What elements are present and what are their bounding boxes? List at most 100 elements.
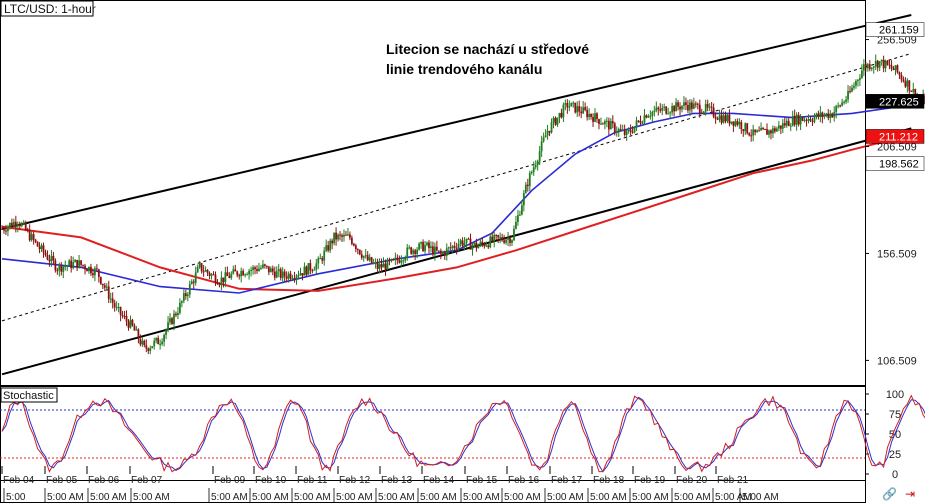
candle-body <box>750 135 753 137</box>
candle-body <box>309 263 312 271</box>
candle-body <box>372 263 375 265</box>
candle-body <box>772 128 774 134</box>
candle-body <box>876 60 879 68</box>
candle-body <box>92 273 94 276</box>
candle-body <box>24 222 27 231</box>
candle-body <box>121 315 124 317</box>
moving-average-slow <box>1 133 912 292</box>
candle-body <box>485 245 488 247</box>
candle-body <box>637 120 640 122</box>
candle-body <box>445 248 448 256</box>
candle-body <box>30 234 33 241</box>
candle-body <box>368 257 371 261</box>
candle-body <box>813 117 816 122</box>
candle-body <box>667 113 670 115</box>
candle-body <box>580 111 583 114</box>
candle-body <box>596 113 598 120</box>
candle-body <box>495 234 498 236</box>
candle-body <box>159 344 162 346</box>
candle-body <box>52 255 55 261</box>
date-label: Feb 17 <box>551 475 583 486</box>
candle-body <box>774 128 776 132</box>
candle-body <box>459 240 462 245</box>
candle-body <box>809 118 812 121</box>
price-tag <box>865 129 925 144</box>
candle-body <box>689 102 691 111</box>
stochastic-tick-label: 25 <box>889 449 901 461</box>
candle-body <box>536 161 539 166</box>
candle-body <box>880 59 883 62</box>
candle-body <box>194 272 197 283</box>
candle-body <box>244 274 247 276</box>
candle-body <box>509 237 511 243</box>
candle-body <box>730 121 733 124</box>
date-label: Feb 11 <box>297 475 328 486</box>
link-icon[interactable]: 🔗 <box>881 487 897 501</box>
candle-body <box>327 245 330 251</box>
candle-body <box>457 244 460 249</box>
candle-body <box>177 312 179 316</box>
candle-body <box>214 274 217 283</box>
candle-body <box>105 286 108 288</box>
time-label: 5:00 AM <box>420 492 457 503</box>
candle-body <box>857 79 859 81</box>
candle-body <box>42 245 45 253</box>
candle-body <box>443 252 446 256</box>
candle-body <box>886 60 889 65</box>
candle-body <box>216 282 219 285</box>
candle-body <box>465 238 468 244</box>
candle-body <box>497 235 500 238</box>
candle-body <box>566 103 569 108</box>
candle-body <box>169 318 171 323</box>
candle-body <box>400 260 403 263</box>
candle-body <box>147 348 150 351</box>
candle-body <box>570 102 573 107</box>
candle-body <box>186 294 189 297</box>
candle-body <box>388 259 391 262</box>
candle-body <box>795 114 798 125</box>
candle-body <box>803 119 806 121</box>
candle-body <box>273 271 276 278</box>
candle-body <box>354 245 357 249</box>
candle-body <box>605 120 608 122</box>
candle-body <box>143 340 146 346</box>
candle-body <box>5 230 7 232</box>
candle-body <box>434 246 436 255</box>
candle-body <box>823 115 826 117</box>
candle-body <box>487 245 490 248</box>
candle-body <box>835 106 838 113</box>
candle-body <box>604 121 606 125</box>
candle-body <box>287 273 290 279</box>
candle-body <box>685 102 687 106</box>
time-label: 5:00 AM <box>294 492 331 503</box>
candle-body <box>912 89 915 92</box>
time-label: 5:00 AM <box>742 492 779 503</box>
candle-body <box>671 106 674 113</box>
candle-body <box>192 281 195 283</box>
candle-body <box>716 118 719 120</box>
candle-body <box>16 224 19 227</box>
candle-body <box>70 260 73 269</box>
stochastic-label-box <box>0 387 58 403</box>
candle-body <box>58 264 61 271</box>
candle-body <box>179 302 181 313</box>
candle-body <box>746 123 749 134</box>
candle-body <box>315 263 318 270</box>
candle-body <box>386 259 389 270</box>
time-label: 5:00 AM <box>133 492 170 503</box>
candle-body <box>345 234 347 236</box>
channel-line-middle <box>1 52 912 322</box>
candle-body <box>560 112 563 118</box>
candle-body <box>647 116 650 118</box>
candle-body <box>109 298 112 300</box>
candle-body <box>615 131 618 133</box>
candle-body <box>469 238 472 250</box>
date-label: Feb 20 <box>676 475 708 486</box>
candle-body <box>46 255 49 260</box>
candle-body <box>424 245 426 252</box>
pin-icon[interactable]: ⇥ <box>904 487 915 501</box>
candle-body <box>22 222 25 224</box>
candle-body <box>153 340 156 347</box>
candle-body <box>756 130 759 133</box>
stochastic-tick-label: 75 <box>889 409 901 421</box>
